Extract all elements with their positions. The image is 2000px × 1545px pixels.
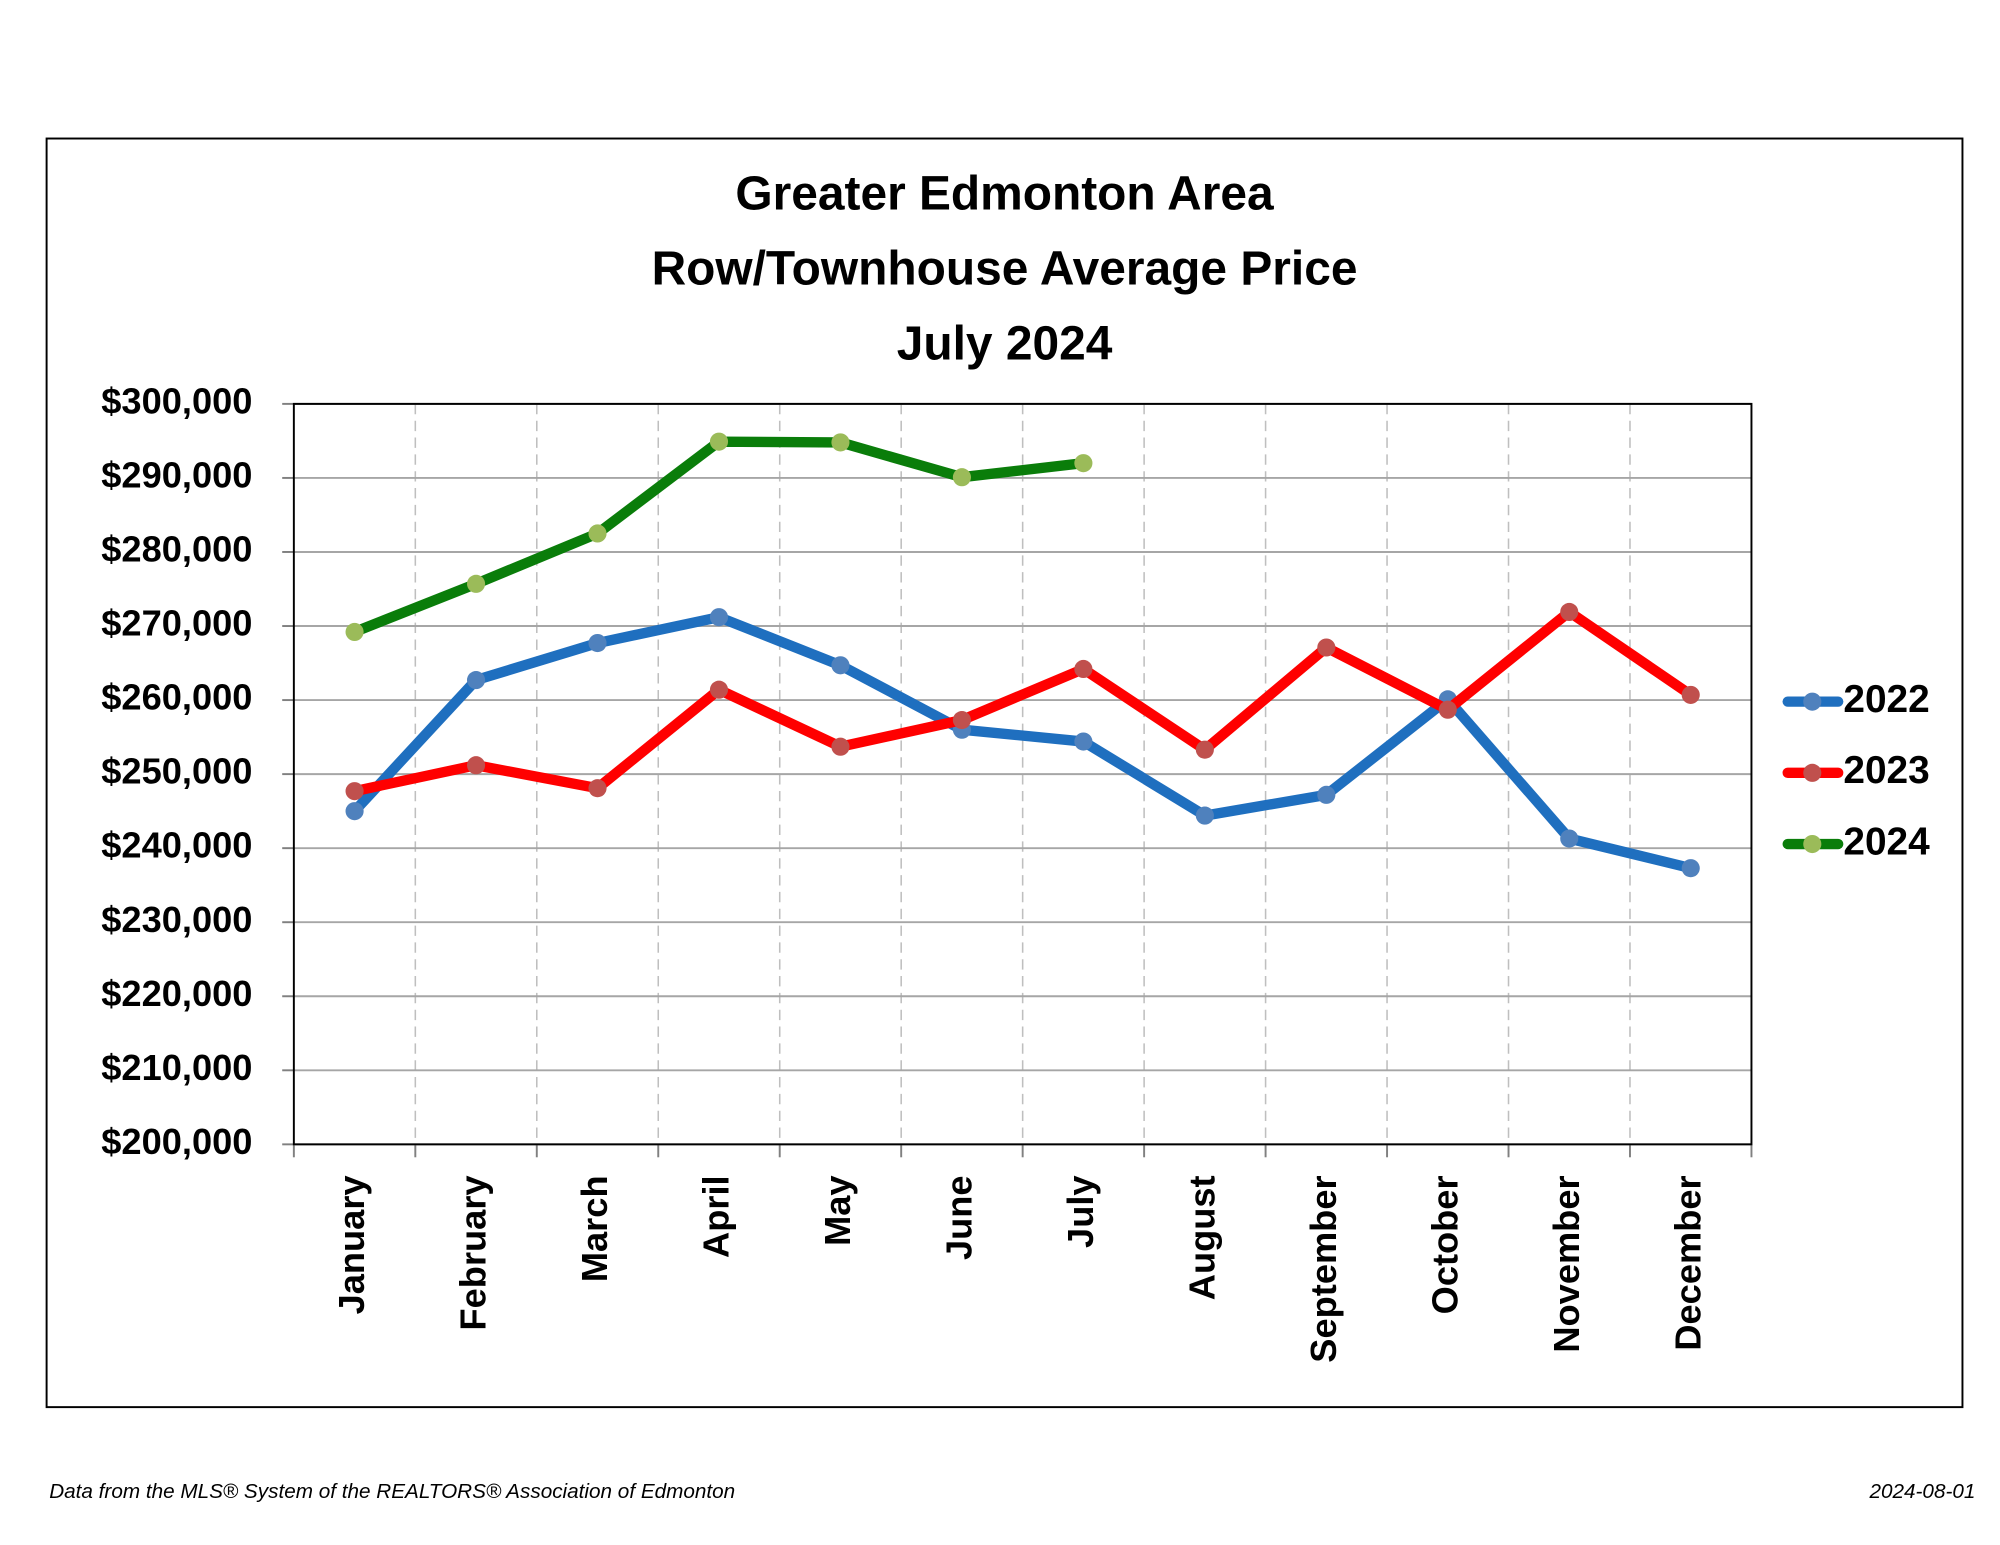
x-tick-label: February [453,1175,494,1330]
chart-title: July 2024 [897,318,1113,371]
data-point [831,656,850,675]
legend-marker [1803,763,1822,782]
legend-label: 2024 [1843,820,1930,863]
series-line [349,606,1696,797]
x-tick-label: March [574,1175,615,1282]
legend-label: 2022 [1843,678,1929,721]
data-point [831,433,850,452]
x-tick-label: August [1181,1175,1222,1300]
data-point [1195,806,1214,825]
data-point [588,633,607,653]
chart-frame [45,137,1964,1409]
x-tick-label: July [1060,1175,1101,1248]
data-point [1681,685,1700,704]
x-tick-label: December [1667,1175,1708,1350]
x-tick-label: October [1424,1175,1465,1314]
x-tick-label: January [331,1175,372,1314]
data-point [709,432,729,451]
plot: $200,000 $210,000 $220,000 $230,000 $240,000… [101,380,1930,1362]
y-tick-label: $300,000 [101,380,252,421]
y-tick-label: $250,000 [101,751,252,792]
data-point [1560,602,1579,622]
y-tick-label: $270,000 [101,603,252,644]
y-tick-label: $200,000 [101,1121,252,1162]
y-tick-label: $290,000 [101,455,252,496]
data-point [1681,859,1700,878]
source-note: Data from the MLS® System of the REALTOR… [49,1480,735,1503]
data-point [831,737,850,756]
y-tick-label: $230,000 [101,899,252,940]
data-point [1560,829,1579,848]
data-point [1074,659,1093,679]
data-point [952,468,971,487]
data-point [588,524,607,543]
chart-title: Greater Edmonton Area [735,167,1274,220]
legend-marker [1803,834,1822,854]
report-date: 2024-08-01 [1868,1480,1975,1503]
plot-border [292,402,1753,1146]
data-point [466,756,486,775]
data-point [345,622,364,642]
data-point [1195,740,1214,759]
y-tick-label: $260,000 [101,677,252,718]
data-point [466,574,486,593]
data-point [466,671,486,690]
x-tick-label: June [938,1175,979,1260]
data-point [952,711,971,730]
x-tick-label: September [1303,1175,1344,1362]
data-point [588,779,607,798]
data-point [345,802,364,821]
x-tick-label: November [1546,1175,1587,1352]
data-point [1438,700,1457,719]
data-point [1074,454,1093,473]
x-tick-label: May [817,1175,858,1246]
legend-marker [1803,692,1822,711]
y-tick-label: $240,000 [101,825,252,866]
x-tick-label: April [696,1175,737,1258]
y-tick-label: $220,000 [101,973,252,1014]
data-point [1074,732,1093,751]
y-tick-label: $280,000 [101,529,252,570]
data-point [709,680,729,699]
data-point [345,782,364,801]
data-point [1317,638,1336,657]
legend-label: 2023 [1843,749,1929,792]
series-line [349,611,1696,874]
chart-title: Row/Townhouse Average Price [652,243,1358,296]
data-point [1317,785,1336,804]
data-point [709,608,729,627]
y-tick-label: $210,000 [101,1047,252,1088]
